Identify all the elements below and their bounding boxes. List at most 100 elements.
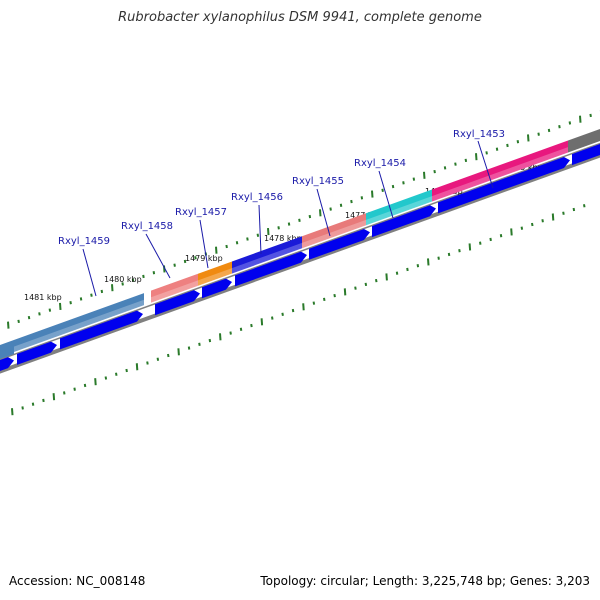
tick-mark	[495, 147, 499, 151]
inner-tick-mark	[520, 226, 524, 230]
inner-tick-mark	[125, 368, 128, 373]
inner-tick-mark	[156, 357, 160, 361]
tick-mark	[579, 115, 582, 123]
kbp-label: 1478 kbp	[264, 234, 302, 243]
backbone-line	[0, 153, 600, 374]
inner-tick-mark	[333, 293, 336, 298]
tick-mark	[173, 263, 176, 267]
tick-mark	[412, 177, 416, 181]
gene-band-highlight	[232, 242, 302, 274]
tick-mark	[298, 218, 301, 222]
tick-mark	[350, 199, 353, 204]
tick-mark	[475, 153, 478, 161]
tick-mark	[121, 282, 124, 286]
tick-mark	[38, 312, 41, 316]
inner-tick-mark	[479, 241, 482, 245]
tick-mark	[111, 284, 114, 292]
inner-tick-mark	[291, 308, 295, 313]
genome-stats-text: Topology: circular; Length: 3,225,748 bp…	[260, 574, 590, 588]
tick-mark	[142, 274, 145, 279]
tick-mark	[360, 196, 364, 200]
tick-mark	[423, 171, 426, 179]
tick-mark	[339, 203, 343, 207]
inner-tick-mark	[312, 301, 316, 305]
inner-tick-mark	[375, 278, 378, 283]
inner-tick-mark	[551, 213, 555, 221]
cds-arrow	[0, 357, 14, 371]
inner-tick-mark	[42, 398, 45, 403]
tick-mark	[433, 169, 436, 174]
inner-tick-mark	[271, 316, 274, 320]
cds-arrow	[438, 156, 570, 214]
tick-mark	[131, 278, 135, 282]
gene-band-highlight	[302, 219, 366, 249]
cds-arrow	[235, 251, 307, 287]
gene-label: Rxyl_1456	[231, 192, 283, 203]
tick-mark	[152, 271, 156, 275]
inner-tick-mark	[489, 237, 492, 242]
cds-arrow	[60, 310, 143, 350]
tick-mark	[69, 300, 72, 305]
cds-arrow	[372, 205, 436, 238]
gene-band	[0, 341, 14, 359]
tick-mark	[371, 190, 374, 198]
gene-band	[568, 129, 600, 153]
gene-band	[198, 261, 232, 286]
cds-arrow	[202, 278, 232, 299]
inner-tick-mark	[52, 393, 56, 401]
inner-tick-mark	[11, 408, 14, 416]
gene-label-leader	[258, 204, 262, 255]
inner-tick-mark	[187, 346, 191, 350]
tick-mark	[454, 162, 457, 166]
inner-tick-mark	[385, 273, 388, 281]
gene-label: Rxyl_1458	[121, 221, 173, 232]
gene-label-leader	[316, 188, 331, 237]
kbp-label: 1480 kbp	[104, 275, 142, 284]
gene-band	[151, 273, 198, 303]
gene-band-highlight	[366, 196, 432, 226]
inner-tick-mark	[572, 207, 576, 212]
inner-tick-mark	[229, 331, 232, 335]
inner-tick-mark	[73, 387, 76, 391]
inner-tick-mark	[499, 234, 503, 238]
tick-mark	[183, 259, 187, 264]
kbp-label: 1481 kbp	[24, 293, 62, 302]
tick-mark	[277, 226, 280, 230]
kbp-label: 1479 kbp	[185, 254, 223, 263]
inner-tick-mark	[239, 327, 243, 331]
gene-label: Rxyl_1459	[58, 236, 110, 247]
tick-mark	[402, 181, 405, 185]
tick-mark	[568, 121, 572, 125]
inner-tick-mark	[208, 338, 212, 343]
backbone-inner-line	[0, 142, 600, 361]
tick-mark	[537, 132, 540, 136]
inner-tick-mark	[21, 406, 24, 410]
inner-tick-mark	[83, 383, 87, 388]
gene-band	[432, 140, 568, 202]
tick-mark	[443, 166, 447, 170]
inner-tick-mark	[63, 391, 66, 395]
tick-mark	[516, 139, 520, 144]
inner-tick-mark	[583, 204, 586, 208]
inner-tick-mark	[115, 372, 118, 376]
tick-mark	[225, 244, 228, 249]
inner-tick-mark	[562, 211, 565, 215]
gene-label-leader	[145, 233, 171, 279]
tick-mark	[287, 222, 291, 226]
tick-mark	[267, 227, 270, 236]
inner-tick-mark	[364, 282, 368, 287]
tick-mark	[17, 319, 20, 324]
cds-arrow	[572, 143, 600, 166]
tick-mark	[308, 214, 312, 219]
tick-mark	[558, 125, 561, 129]
gene-band	[232, 236, 302, 274]
inner-tick-mark	[343, 288, 347, 296]
gene-label: Rxyl_1453	[453, 129, 505, 140]
inner-tick-mark	[94, 378, 97, 386]
gene-label: Rxyl_1457	[175, 207, 227, 218]
inner-tick-mark	[167, 353, 170, 358]
gene-label-leader	[82, 248, 97, 297]
inner-tick-mark	[198, 342, 201, 346]
tick-mark	[79, 297, 83, 301]
